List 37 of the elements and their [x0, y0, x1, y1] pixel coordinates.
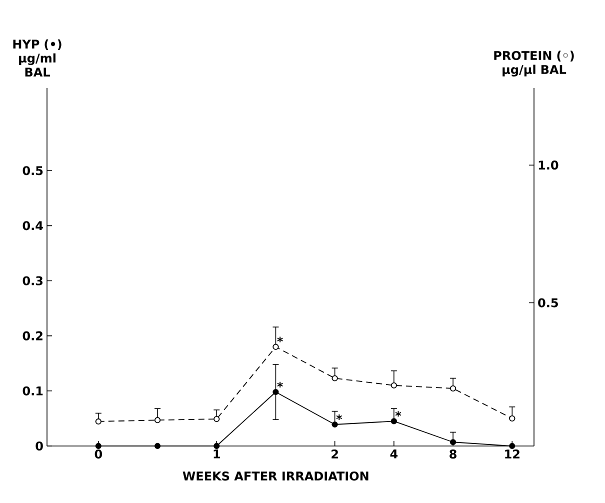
point: [154, 417, 161, 424]
point: [214, 416, 220, 422]
y-tick-label: 0.5: [22, 166, 43, 176]
point: [154, 442, 161, 450]
x-tick-label: 4: [390, 450, 398, 458]
point: [272, 388, 279, 396]
point: [95, 442, 102, 450]
x-tick-label: 1: [214, 450, 220, 458]
point: [450, 385, 456, 392]
x-tick-label: 0: [94, 450, 102, 459]
y-tick-label: 0.3: [22, 276, 43, 286]
x-axis-title: WEEKS AFTER IRRADIATION: [182, 472, 368, 481]
y-tick-label: 0.1: [22, 386, 43, 396]
point: [509, 442, 516, 450]
data-label: *: [395, 411, 402, 417]
y-tick-label: 0: [36, 441, 43, 451]
x-tick-label: 8: [450, 450, 456, 459]
point: [450, 439, 456, 446]
point: [95, 418, 102, 425]
point: [272, 344, 279, 350]
point: [332, 421, 338, 428]
point: [390, 418, 397, 424]
y2-axis-title: PROTEIN (◦) μg/μl BAL: [494, 50, 574, 76]
y-axis-title: HYP (•) μg/ml BAL: [13, 39, 62, 76]
data-label: *: [277, 336, 283, 342]
y2-tick-label: 0.5: [538, 298, 558, 308]
y2-tick-label: 1.0: [538, 160, 558, 170]
y-tick-label: 0.2: [22, 331, 42, 340]
point: [214, 442, 220, 450]
data-label: *: [277, 382, 283, 388]
data-label: *: [336, 414, 342, 420]
point: [509, 415, 516, 422]
y-tick-label: 0.4: [22, 221, 43, 230]
point: [332, 375, 338, 382]
x-tick-label: 2: [332, 450, 338, 458]
x-tick-label: 12: [505, 450, 520, 458]
point: [390, 382, 397, 388]
